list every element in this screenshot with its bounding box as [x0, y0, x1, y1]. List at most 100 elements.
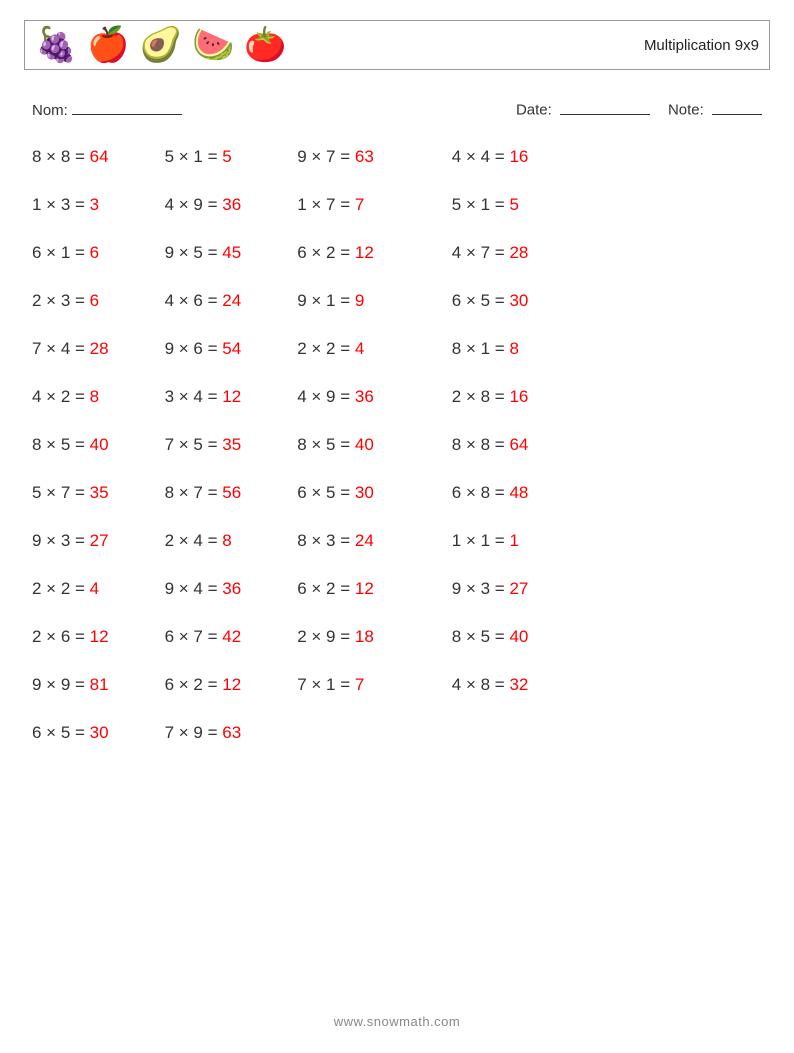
problem: 8 × 8 = 64 — [32, 147, 109, 167]
problem-equation: 7 × 1 = — [297, 675, 355, 694]
problem-equation: 8 × 5 = — [452, 627, 510, 646]
problem-answer: 1 — [509, 531, 518, 550]
problem-answer: 27 — [509, 579, 528, 598]
problem-answer: 54 — [222, 339, 241, 358]
problem-answer: 16 — [509, 387, 528, 406]
problem-equation: 5 × 1 = — [165, 147, 223, 166]
problem: 1 × 1 = 1 — [452, 531, 529, 551]
problem-answer: 32 — [509, 675, 528, 694]
problem-answer: 48 — [509, 483, 528, 502]
problem-answer: 36 — [355, 387, 374, 406]
problem-equation: 4 × 6 = — [165, 291, 223, 310]
problem: 9 × 1 = 9 — [297, 291, 374, 311]
problem-equation: 4 × 7 = — [452, 243, 510, 262]
problem-answer: 30 — [509, 291, 528, 310]
problem-answer: 4 — [355, 339, 364, 358]
problem: 6 × 8 = 48 — [452, 483, 529, 503]
problem-answer: 18 — [355, 627, 374, 646]
problem-equation: 9 × 6 = — [165, 339, 223, 358]
problem: 6 × 2 = 12 — [297, 579, 374, 599]
problem: 7 × 1 = 7 — [297, 675, 374, 695]
problem-equation: 8 × 8 = — [452, 435, 510, 454]
problem-answer: 35 — [222, 435, 241, 454]
problem-answer: 3 — [90, 195, 99, 214]
problem: 8 × 5 = 40 — [32, 435, 109, 455]
date-group: Date: — [516, 98, 650, 119]
problem-equation: 8 × 1 = — [452, 339, 510, 358]
problem: 6 × 7 = 42 — [165, 627, 242, 647]
problem: 3 × 4 = 12 — [165, 387, 242, 407]
problem-answer: 36 — [222, 579, 241, 598]
problem-answer: 24 — [355, 531, 374, 550]
problem: 2 × 3 = 6 — [32, 291, 109, 311]
problem: 8 × 3 = 24 — [297, 531, 374, 551]
problem-answer: 4 — [90, 579, 99, 598]
problem: 9 × 7 = 63 — [297, 147, 374, 167]
note-group: Note: — [668, 98, 762, 119]
problem-answer: 7 — [355, 675, 364, 694]
problem: 1 × 7 = 7 — [297, 195, 374, 215]
problem: 7 × 5 = 35 — [165, 435, 242, 455]
problem: 9 × 3 = 27 — [32, 531, 109, 551]
header-box: 🍇🍎🥑🍉🍅 Multiplication 9x9 — [24, 20, 770, 70]
problem-equation: 9 × 4 = — [165, 579, 223, 598]
problem-answer: 7 — [355, 195, 364, 214]
problem: 4 × 4 = 16 — [452, 147, 529, 167]
problem: 6 × 1 = 6 — [32, 243, 109, 263]
fruit-icon: 🍇 — [35, 28, 77, 62]
problem-equation: 2 × 2 = — [32, 579, 90, 598]
footer-url: www.snowmath.com — [0, 1014, 794, 1029]
nom-blank[interactable] — [72, 98, 182, 115]
problem-answer: 30 — [90, 723, 109, 742]
problem-equation: 2 × 4 = — [165, 531, 223, 550]
problem-equation: 2 × 8 = — [452, 387, 510, 406]
problem-equation: 2 × 2 = — [297, 339, 355, 358]
problem-column: 5 × 1 = 54 × 9 = 369 × 5 = 454 × 6 = 249… — [165, 147, 242, 743]
problem-answer: 36 — [222, 195, 241, 214]
problem-equation: 8 × 5 = — [297, 435, 355, 454]
problem: 8 × 8 = 64 — [452, 435, 529, 455]
problem-equation: 4 × 8 = — [452, 675, 510, 694]
problem-answer: 12 — [355, 579, 374, 598]
problem-equation: 4 × 9 = — [165, 195, 223, 214]
problem-equation: 8 × 3 = — [297, 531, 355, 550]
problem-answer: 12 — [90, 627, 109, 646]
problem-answer: 12 — [355, 243, 374, 262]
problem-equation: 3 × 4 = — [165, 387, 223, 406]
problem-equation: 6 × 5 = — [297, 483, 355, 502]
problem-answer: 8 — [222, 531, 231, 550]
problem: 2 × 2 = 4 — [32, 579, 109, 599]
info-row: Nom: Date: Note: — [24, 98, 770, 119]
problem-answer: 40 — [509, 627, 528, 646]
problem-equation: 9 × 9 = — [32, 675, 90, 694]
note-blank[interactable] — [712, 98, 762, 115]
problem-equation: 6 × 8 = — [452, 483, 510, 502]
problem: 9 × 6 = 54 — [165, 339, 242, 359]
problem-equation: 9 × 3 = — [32, 531, 90, 550]
problem-answer: 6 — [90, 243, 99, 262]
problem-answer: 9 — [355, 291, 364, 310]
problem-equation: 9 × 5 = — [165, 243, 223, 262]
problem-answer: 35 — [90, 483, 109, 502]
problem-column: 4 × 4 = 165 × 1 = 54 × 7 = 286 × 5 = 308… — [452, 147, 529, 743]
problem-equation: 5 × 7 = — [32, 483, 90, 502]
problem-equation: 9 × 1 = — [297, 291, 355, 310]
problem-answer: 6 — [90, 291, 99, 310]
problem-answer: 28 — [90, 339, 109, 358]
problem: 4 × 6 = 24 — [165, 291, 242, 311]
problem-equation: 8 × 8 = — [32, 147, 90, 166]
problem: 4 × 8 = 32 — [452, 675, 529, 695]
problem-column: 8 × 8 = 641 × 3 = 36 × 1 = 62 × 3 = 67 ×… — [32, 147, 109, 743]
problem: 5 × 7 = 35 — [32, 483, 109, 503]
problem: 2 × 9 = 18 — [297, 627, 374, 647]
problem: 7 × 9 = 63 — [165, 723, 242, 743]
problems-grid: 8 × 8 = 641 × 3 = 36 × 1 = 62 × 3 = 67 ×… — [24, 147, 770, 743]
problem-column: 9 × 7 = 63 1 × 7 = 7 6 × 2 = 12 9 × 1 = 9 2 … — [297, 147, 374, 743]
problem-equation: 4 × 9 = — [297, 387, 355, 406]
date-blank[interactable] — [560, 98, 650, 115]
problem: 9 × 9 = 81 — [32, 675, 109, 695]
fruit-icon: 🥑 — [140, 28, 182, 62]
problem: 6 × 2 = 12 — [165, 675, 242, 695]
problem-answer: 24 — [222, 291, 241, 310]
problem-answer: 63 — [222, 723, 241, 742]
